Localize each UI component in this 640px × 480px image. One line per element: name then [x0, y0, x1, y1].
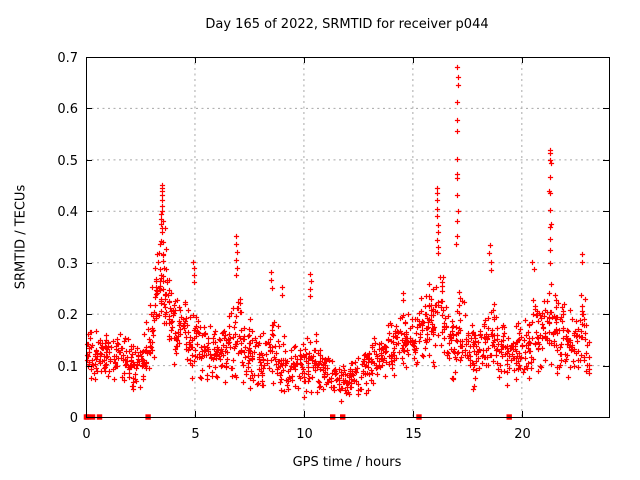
- y-tick-label: 0.6: [57, 102, 78, 117]
- x-axis-label: GPS time / hours: [292, 455, 402, 470]
- y-tick-label: 0.1: [57, 360, 78, 375]
- y-tick-label: 0.3: [57, 257, 78, 272]
- scatter-plus-markers: [84, 64, 593, 405]
- chart-title: Day 165 of 2022, SRMTID for receiver p04…: [205, 17, 489, 32]
- x-tick-label: 10: [296, 427, 313, 442]
- x-tick-label: 20: [514, 427, 531, 442]
- y-tick-label: 0.2: [57, 308, 78, 323]
- y-tick-label: 0.4: [57, 205, 78, 220]
- x-tick-label: 5: [191, 427, 199, 442]
- y-tick-label: 0.7: [57, 51, 78, 66]
- plot-border: [86, 57, 610, 418]
- x-tick-label: 15: [405, 427, 422, 442]
- y-tick-label: 0.5: [57, 154, 78, 169]
- y-tick-label: 0: [70, 411, 78, 426]
- x-tick-label: 0: [82, 427, 90, 442]
